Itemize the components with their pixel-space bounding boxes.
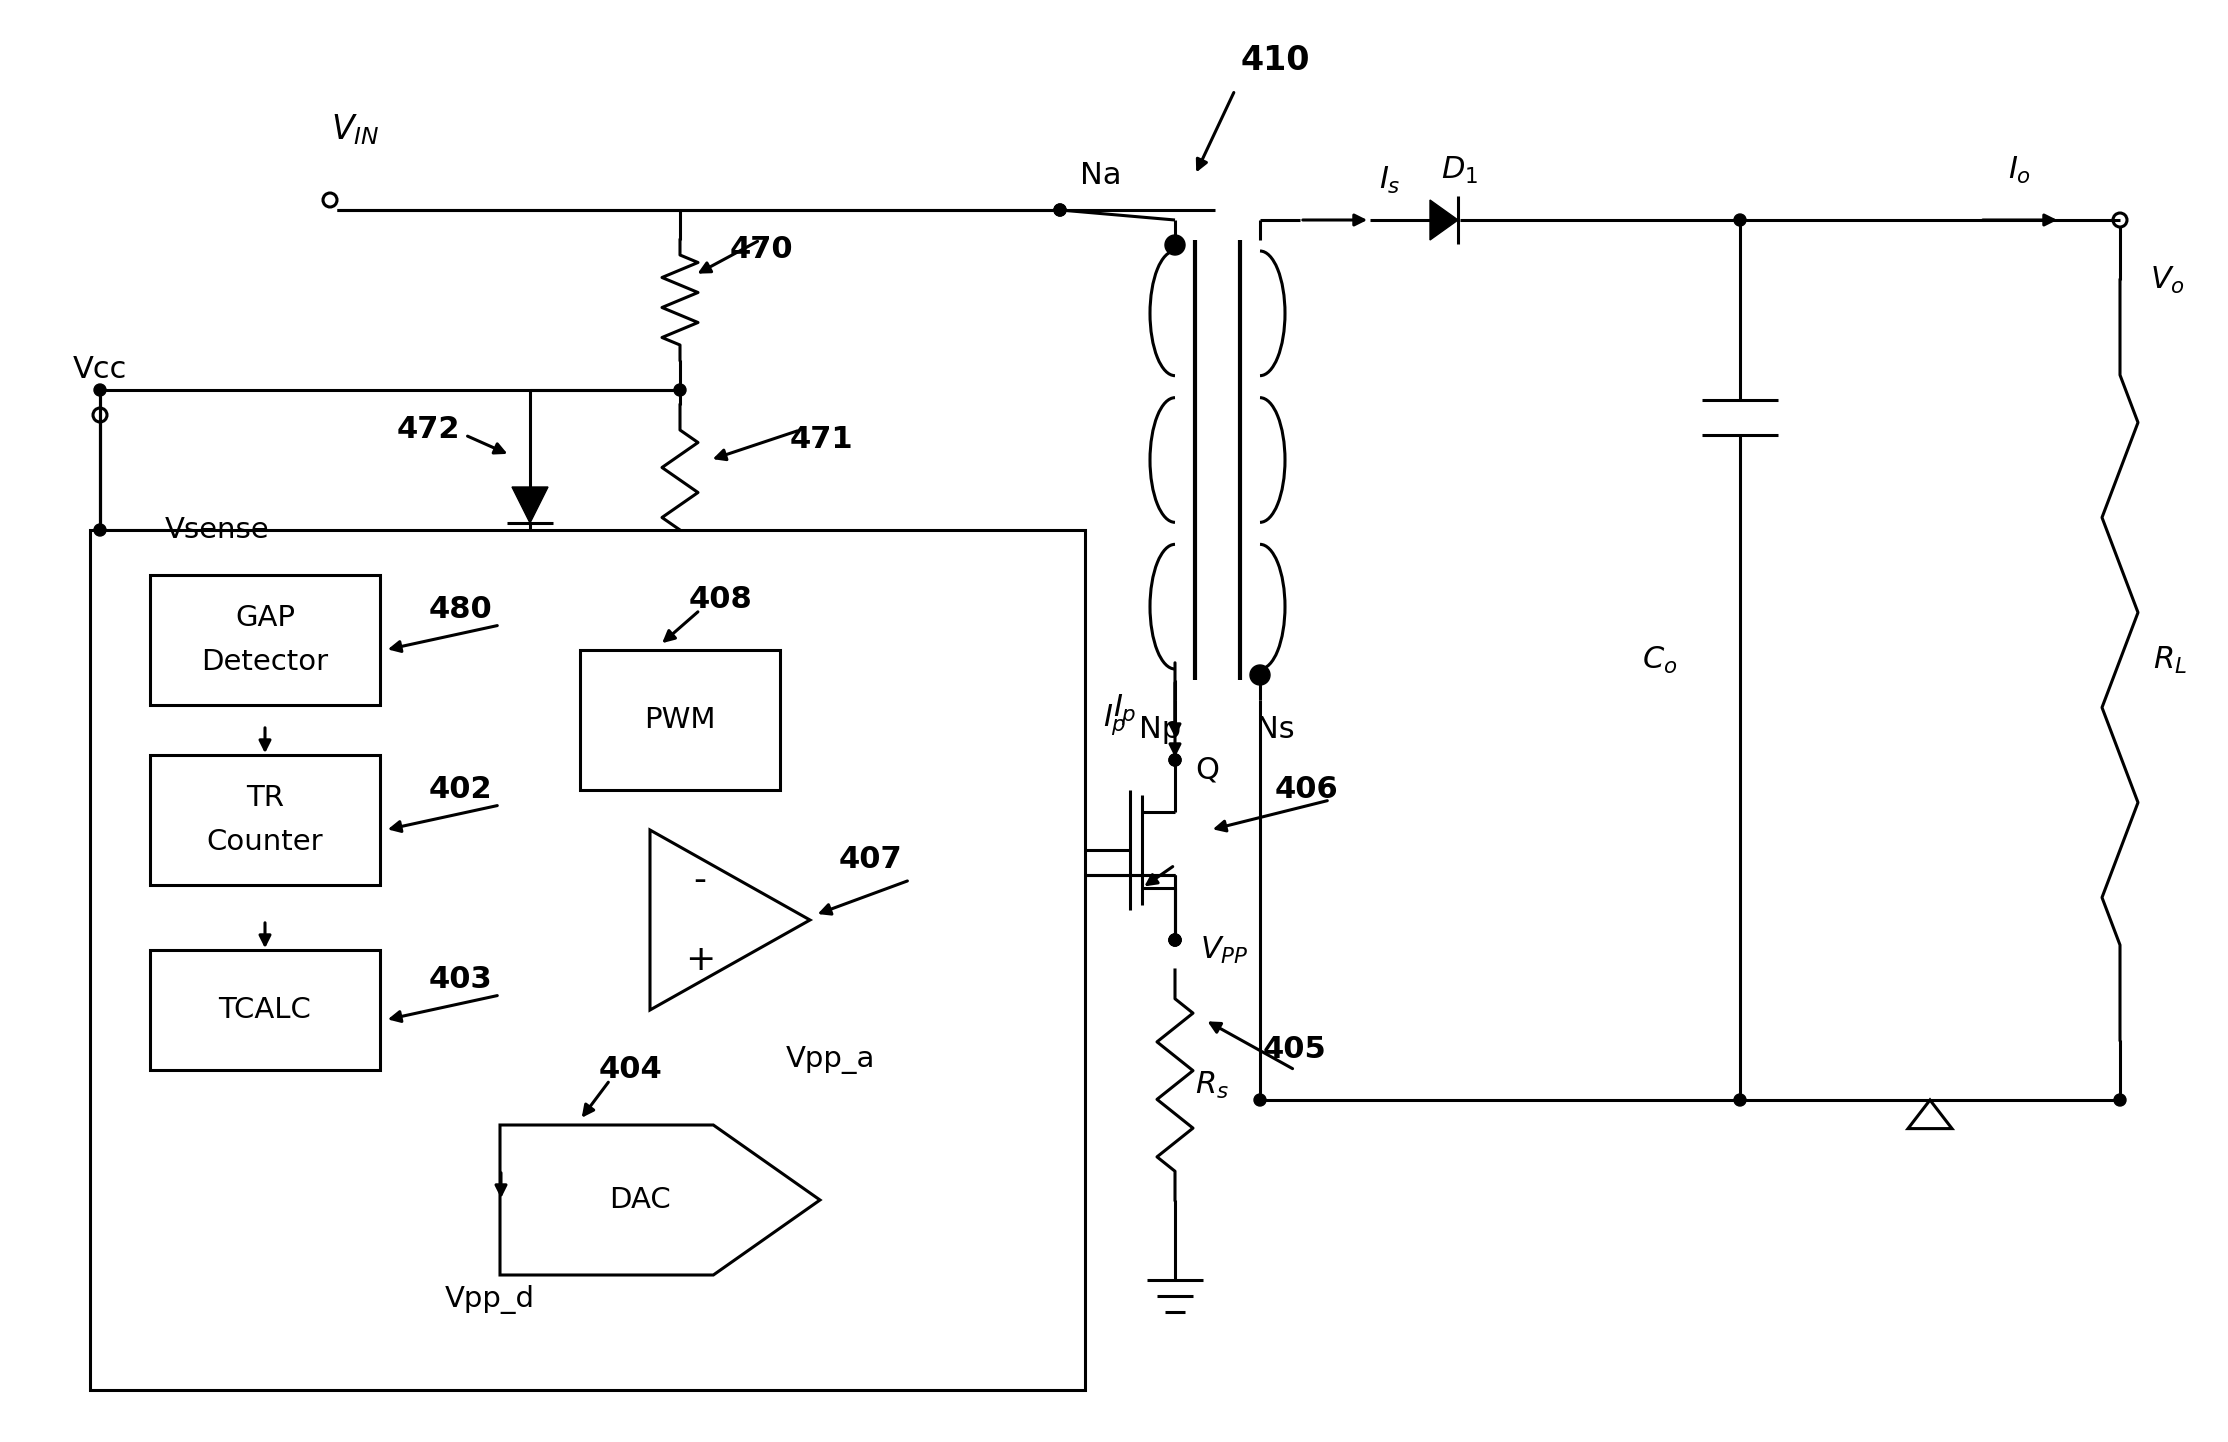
Circle shape xyxy=(2114,1094,2126,1106)
Text: $C_o$: $C_o$ xyxy=(1642,645,1678,675)
Circle shape xyxy=(1165,235,1185,255)
Text: Counter: Counter xyxy=(207,828,323,857)
Text: $V_{PP}$: $V_{PP}$ xyxy=(1201,934,1248,966)
Circle shape xyxy=(1170,934,1181,946)
Text: TCALC: TCALC xyxy=(218,996,312,1024)
Text: PWM: PWM xyxy=(644,707,715,734)
Polygon shape xyxy=(1430,200,1457,239)
Text: $I_p$: $I_p$ xyxy=(1114,692,1136,727)
Text: 403: 403 xyxy=(428,966,492,995)
Text: Vcc: Vcc xyxy=(74,356,127,385)
Text: 410: 410 xyxy=(1241,43,1310,76)
Bar xyxy=(89,531,1085,1390)
Text: $R_L$: $R_L$ xyxy=(2152,645,2188,675)
Circle shape xyxy=(94,523,107,536)
Text: $D_1$: $D_1$ xyxy=(1442,154,1479,186)
Text: 471: 471 xyxy=(791,425,853,454)
Text: Q: Q xyxy=(1194,756,1219,784)
Circle shape xyxy=(1170,754,1181,766)
Text: $V_{IN}$: $V_{IN}$ xyxy=(330,112,379,147)
Text: $V_o$: $V_o$ xyxy=(2150,264,2186,296)
Text: $I_p$: $I_p$ xyxy=(1103,702,1127,737)
Text: +: + xyxy=(684,943,715,978)
Text: $I_s$: $I_s$ xyxy=(1379,164,1401,196)
Circle shape xyxy=(1170,754,1181,766)
Polygon shape xyxy=(512,487,548,523)
Text: 404: 404 xyxy=(597,1056,662,1084)
Text: TR: TR xyxy=(245,784,283,812)
Text: Np: Np xyxy=(1139,715,1181,744)
Text: 470: 470 xyxy=(731,235,793,264)
Circle shape xyxy=(94,384,107,397)
Text: 408: 408 xyxy=(688,585,751,614)
Text: 472: 472 xyxy=(397,415,459,444)
Circle shape xyxy=(1054,203,1065,216)
Text: Vpp_d: Vpp_d xyxy=(446,1285,535,1315)
Text: $I_o$: $I_o$ xyxy=(2007,154,2032,186)
Bar xyxy=(579,650,780,790)
Circle shape xyxy=(1733,213,1747,226)
Circle shape xyxy=(1170,934,1181,946)
Text: 406: 406 xyxy=(1274,776,1339,805)
Circle shape xyxy=(1054,203,1065,216)
Circle shape xyxy=(1250,665,1270,685)
Text: 407: 407 xyxy=(838,845,902,874)
Text: Ns: Ns xyxy=(1257,715,1294,744)
Text: GAP: GAP xyxy=(234,604,294,632)
Text: $R_s$: $R_s$ xyxy=(1194,1070,1230,1100)
Text: 402: 402 xyxy=(428,776,492,805)
Text: DAC: DAC xyxy=(608,1185,671,1214)
Circle shape xyxy=(1733,1094,1747,1106)
Bar xyxy=(149,756,381,885)
Text: 480: 480 xyxy=(428,596,492,624)
Circle shape xyxy=(1170,934,1181,946)
Text: 405: 405 xyxy=(1263,1035,1328,1064)
Circle shape xyxy=(675,384,686,397)
Bar xyxy=(149,950,381,1070)
Text: Detector: Detector xyxy=(201,647,328,676)
Text: Na: Na xyxy=(1081,160,1121,189)
Circle shape xyxy=(1254,1094,1266,1106)
Text: Vpp_a: Vpp_a xyxy=(784,1045,876,1074)
Bar xyxy=(149,575,381,705)
Text: Vsense: Vsense xyxy=(165,516,270,544)
Text: -: - xyxy=(693,862,706,897)
